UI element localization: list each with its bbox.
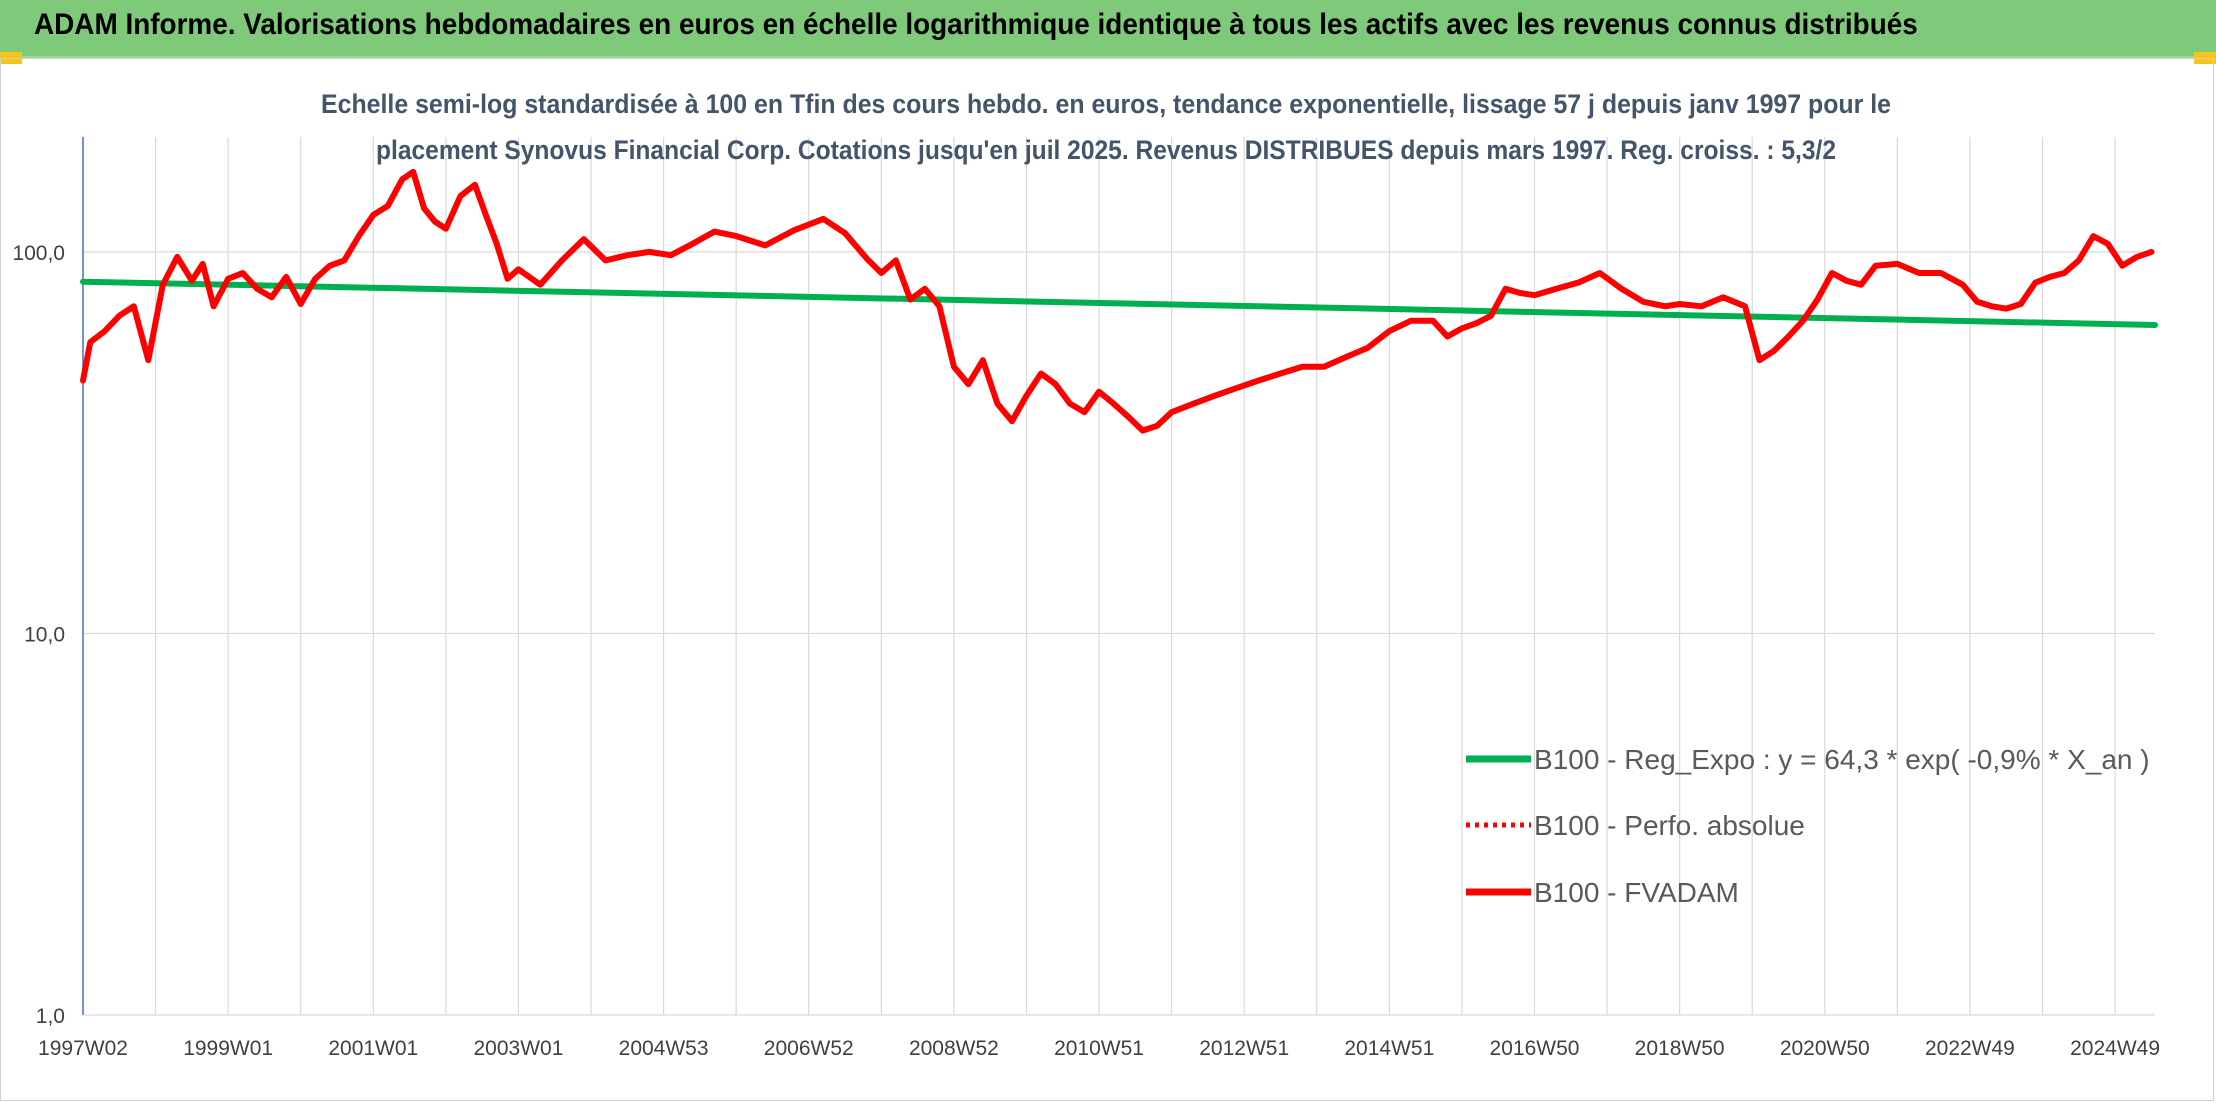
legend-label-fvadam: B100 - FVADAM [1534,877,1739,908]
x-tick-label: 2020W50 [1780,1037,1870,1060]
trend-line [80,278,2158,328]
chart-title-line-2: placement Synovus Financial Corp. Cotati… [376,135,1836,165]
x-tick-label: 2024W49 [2070,1037,2160,1060]
x-tick-label: 2003W01 [473,1037,563,1060]
banner-title: ADAM Informe. Valorisations hebdomadaire… [34,8,1918,41]
axis-layer: 1,0 10,0 100,0 1997W02 1999W01 2001W01 2003W01… [12,137,2160,1060]
x-tick-label: 2022W49 [1925,1037,2015,1060]
x-tick-label: 2004W53 [619,1037,709,1060]
x-tick-label: 2016W50 [1490,1037,1580,1060]
report-banner: ADAM Informe. Valorisations hebdomadaire… [0,0,2216,58]
fvadam-line [80,168,2155,434]
chart-svg: 1,0 10,0 100,0 1997W02 1999W01 2001W01 2003W01… [12,89,2160,1060]
x-tick-label: 2014W51 [1344,1037,1434,1060]
chart-frame: 1,0 10,0 100,0 1997W02 1999W01 2001W01 2003W01… [0,58,2214,1101]
y-tick-label: 1,0 [36,1005,65,1028]
legend-label-trend: B100 - Reg_Expo : y = 64,3 * exp( -0,9% … [1534,744,2150,775]
x-tick-label: 2018W50 [1635,1037,1725,1060]
x-tick-label: 2008W52 [909,1037,999,1060]
x-tick-label: 2010W51 [1054,1037,1144,1060]
chart-title-line-1: Echelle semi-log standardisée à 100 en T… [321,89,1891,119]
legend-label-perfo: B100 - Perfo. absolue [1534,810,1805,841]
x-tick-label: 1999W01 [183,1037,273,1060]
grid-layer [82,137,2155,1016]
chart-title: Echelle semi-log standardisée à 100 en T… [321,89,1891,165]
chart-legend: B100 - Reg_Expo : y = 64,3 * exp( -0,9% … [1466,744,2150,908]
x-tick-label: 2001W01 [328,1037,418,1060]
x-tick-label: 2012W51 [1199,1037,1289,1060]
y-tick-label: 10,0 [24,623,65,646]
series-layer [80,168,2158,434]
y-tick-label: 100,0 [12,242,65,265]
x-tick-label: 1997W02 [38,1037,128,1060]
x-tick-label: 2006W52 [764,1037,854,1060]
